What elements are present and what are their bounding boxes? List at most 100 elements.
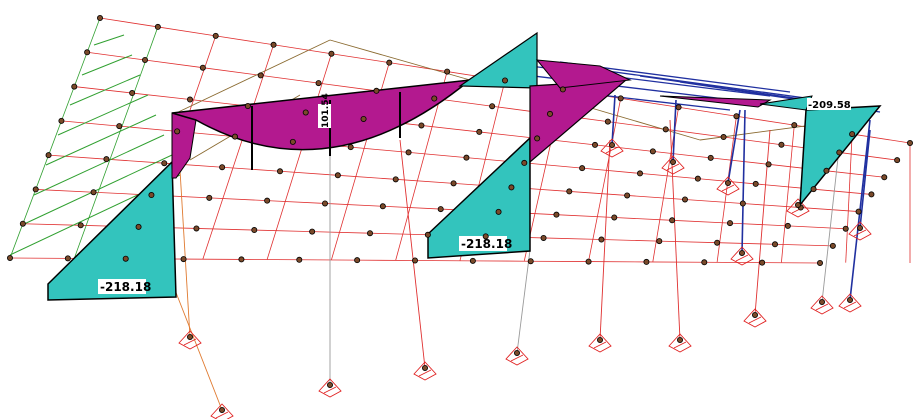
member (781, 125, 795, 263)
member (196, 228, 255, 231)
node (733, 113, 740, 120)
node (122, 255, 129, 262)
member (329, 39, 471, 81)
node (765, 161, 772, 168)
member (267, 200, 326, 204)
member (611, 94, 616, 146)
node (495, 208, 502, 215)
member (21, 154, 173, 226)
member (179, 169, 191, 338)
node (553, 211, 560, 218)
member (74, 86, 133, 94)
node (597, 336, 604, 343)
moment-area (535, 59, 632, 89)
member (672, 219, 731, 224)
node (424, 231, 431, 238)
support (668, 333, 692, 353)
node (90, 189, 97, 196)
node (810, 186, 817, 193)
node (617, 95, 624, 102)
support (730, 246, 754, 266)
node (161, 160, 168, 167)
node (842, 225, 849, 232)
node (238, 256, 245, 263)
node (154, 23, 161, 30)
member (215, 35, 274, 46)
support (815, 303, 829, 311)
node (103, 156, 110, 163)
support (178, 330, 202, 350)
support (673, 341, 687, 349)
node (649, 148, 656, 155)
support (716, 176, 740, 196)
member (144, 59, 203, 69)
node (694, 175, 701, 182)
member (678, 106, 737, 117)
member (260, 75, 319, 84)
member (350, 146, 409, 153)
member (382, 205, 441, 210)
node (482, 233, 489, 240)
moment-label: -209.58 (808, 100, 851, 111)
node (527, 258, 534, 265)
node (643, 258, 650, 265)
node (795, 201, 802, 208)
label-bg (459, 236, 507, 251)
moment-area (47, 160, 177, 301)
node (817, 259, 824, 266)
node (534, 135, 541, 142)
node (725, 179, 732, 186)
member (57, 94, 149, 136)
moment-label: -218.18 (461, 237, 512, 251)
support (505, 346, 529, 366)
member (369, 232, 428, 236)
node (212, 32, 219, 39)
label-bg (807, 98, 851, 110)
node (701, 259, 708, 266)
member (614, 217, 673, 221)
support (743, 308, 767, 328)
support (721, 184, 735, 192)
member (684, 199, 743, 204)
support (666, 163, 680, 171)
node (186, 333, 193, 340)
node (244, 103, 251, 110)
member (599, 139, 611, 341)
member (716, 116, 737, 262)
member (826, 170, 885, 178)
node (547, 110, 554, 117)
member (582, 167, 641, 174)
member (607, 121, 666, 130)
node (566, 188, 573, 195)
node (45, 152, 52, 159)
nodes (7, 14, 914, 413)
node (257, 72, 264, 79)
node (857, 224, 864, 231)
node (58, 117, 65, 124)
moment-label: -218.18 (100, 280, 151, 294)
node (411, 257, 418, 264)
node (379, 203, 386, 210)
member (479, 131, 538, 139)
node (849, 131, 856, 138)
member (736, 115, 795, 126)
member (48, 154, 107, 160)
node (321, 200, 328, 207)
member (93, 34, 125, 46)
member (157, 26, 216, 37)
node (444, 68, 451, 75)
moment-area (458, 31, 538, 89)
node (489, 103, 496, 110)
support (510, 354, 524, 362)
node (720, 134, 727, 141)
node (819, 298, 826, 305)
node (559, 86, 566, 93)
member (408, 151, 467, 159)
member (209, 197, 268, 202)
node (328, 50, 335, 57)
support (748, 316, 762, 324)
node (508, 184, 515, 191)
node (739, 249, 746, 256)
node (772, 241, 779, 248)
